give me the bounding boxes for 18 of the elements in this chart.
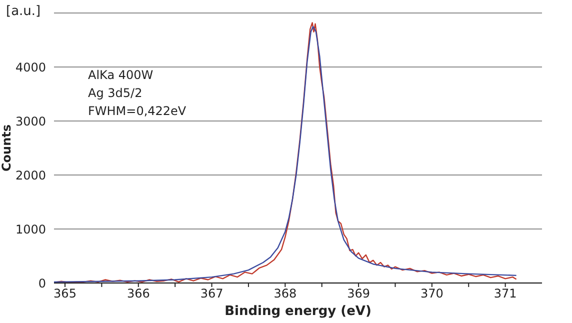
x-tick-label: 368 bbox=[274, 286, 297, 301]
x-tick-label: 367 bbox=[200, 286, 224, 301]
x-tick-label: 371 bbox=[494, 286, 517, 301]
x-tick-label: 369 bbox=[347, 286, 370, 301]
x-tick-label: 370 bbox=[420, 286, 444, 301]
x-tick-label: 365 bbox=[54, 286, 76, 301]
annotation: AlKa 400W bbox=[88, 67, 154, 84]
y-tick-label: 0 bbox=[38, 276, 46, 290]
annotation: FWHM=0,422eV bbox=[88, 103, 186, 120]
text: [a.u.] bbox=[6, 4, 41, 19]
x-axis-title: Binding energy (eV) bbox=[224, 304, 372, 319]
y-tick-label: 2000 bbox=[15, 168, 46, 182]
x-tick-label: 366 bbox=[126, 286, 150, 301]
y-axis-title: Counts bbox=[0, 124, 14, 172]
y-tick-label: 1000 bbox=[15, 222, 46, 236]
y-tick-label: 3000 bbox=[15, 114, 46, 128]
annotation: Ag 3d5/2 bbox=[88, 85, 144, 102]
y-tick-label: 4000 bbox=[15, 60, 46, 74]
